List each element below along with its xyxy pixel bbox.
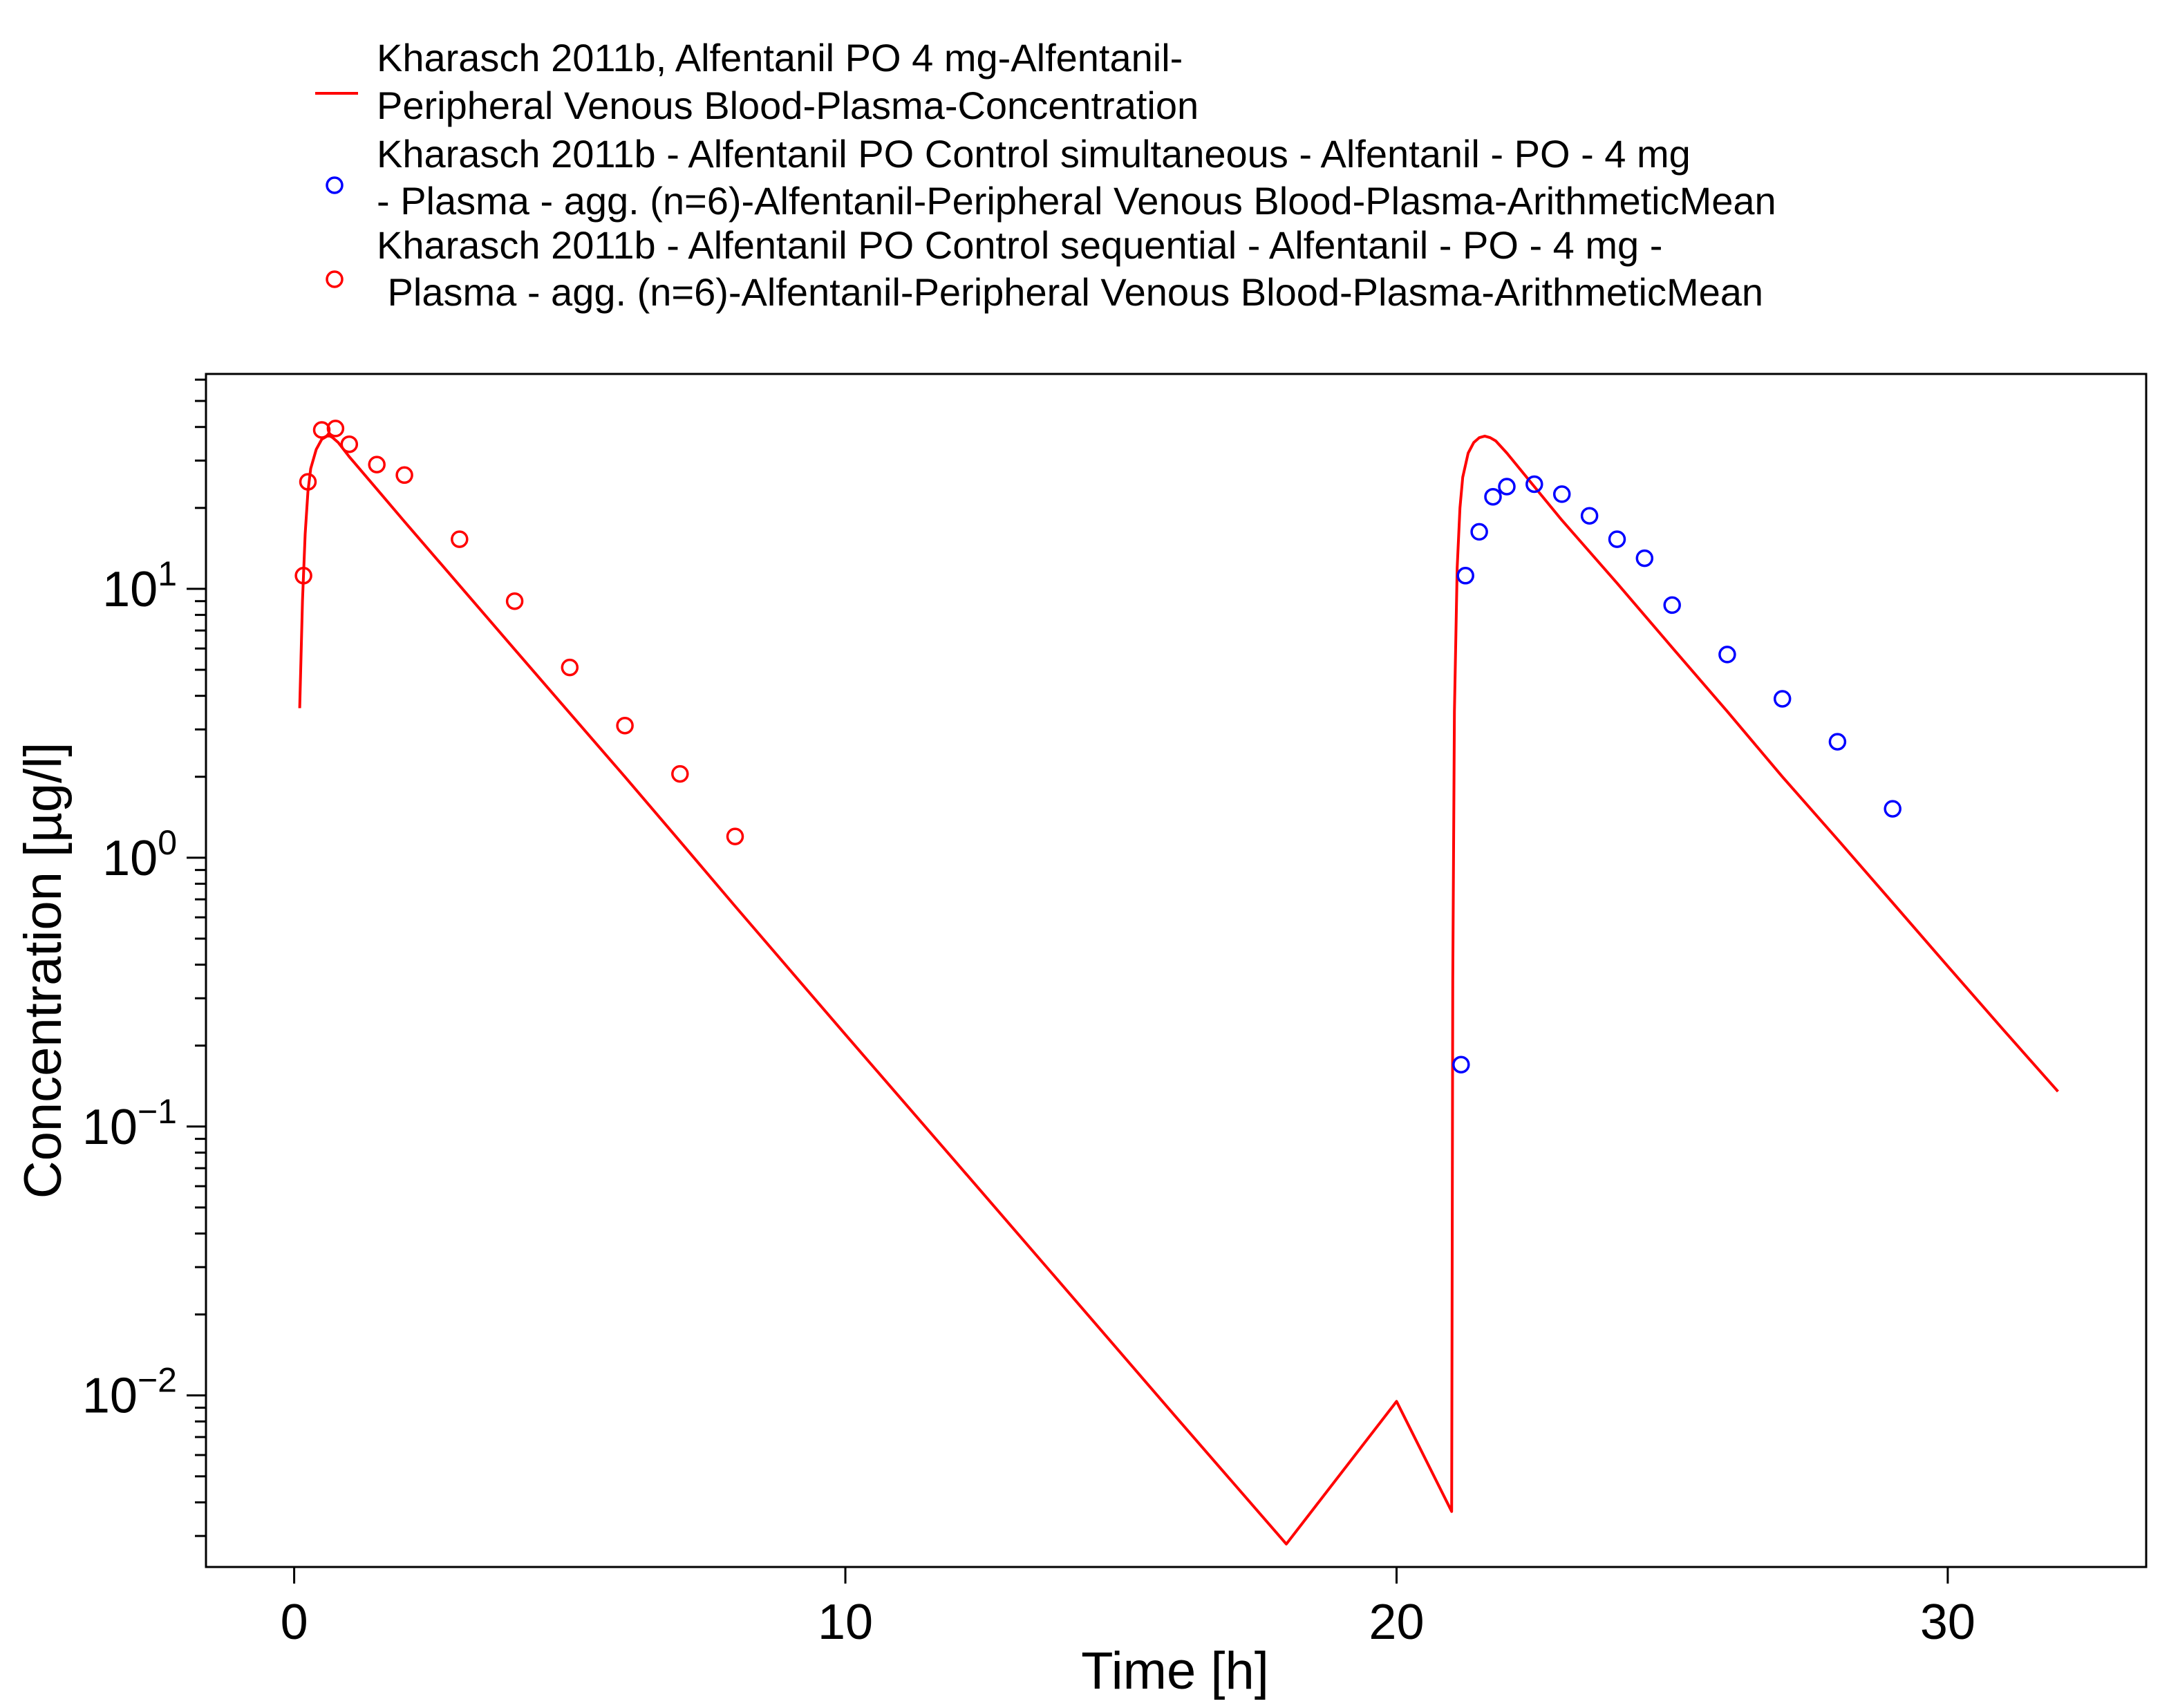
data-point-series-3 <box>505 592 524 610</box>
data-point-series-3 <box>299 473 317 491</box>
data-point-series-3 <box>368 456 386 473</box>
legend-label: Plasma - agg. (n=6)-Alfentanil-Periphera… <box>377 270 1763 314</box>
x-tick-label: 30 <box>1920 1595 1975 1650</box>
y-tick-label: 100 <box>102 823 177 886</box>
legend-label: Kharasch 2011b, Alfentanil PO 4 mg-Alfen… <box>377 36 1183 79</box>
data-point-series-3 <box>561 658 579 677</box>
legend-circle-marker <box>326 270 344 288</box>
legend: Kharasch 2011b, Alfentanil PO 4 mg-Alfen… <box>315 36 1776 314</box>
y-axis-title: Concentration [µg/l] <box>14 742 73 1199</box>
data-point-series-3 <box>395 466 413 485</box>
legend-label: Peripheral Venous Blood-Plasma-Concentra… <box>377 84 1199 127</box>
data-point-series-3 <box>326 420 345 438</box>
data-point-series-3 <box>616 716 634 735</box>
data-point-series-2 <box>1552 485 1571 503</box>
x-tick-label: 10 <box>818 1595 873 1650</box>
y-axis: 101 100 10−1 10−2 <box>82 378 206 1537</box>
data-point-series-2 <box>1773 690 1792 708</box>
data-point-series-2 <box>1828 733 1847 751</box>
plot-frame <box>205 373 2148 1568</box>
data-point-series-2 <box>1470 523 1488 541</box>
data-point-series-2 <box>1580 507 1599 525</box>
data-point-series-2 <box>1452 1055 1470 1073</box>
legend-label: - Plasma - agg. (n=6)-Alfentanil-Periphe… <box>377 179 1776 223</box>
data-point-series-3 <box>451 530 469 548</box>
x-tick-label: 0 <box>281 1595 308 1650</box>
data-point-series-2 <box>1635 549 1654 567</box>
series-line <box>298 434 2059 1546</box>
data-point-series-2 <box>1484 487 1502 506</box>
legend-label: Kharasch 2011b - Alfentanil PO Control s… <box>377 223 1662 267</box>
data-point-series-3 <box>671 764 689 783</box>
data-point-series-3 <box>312 421 331 439</box>
x-axis: 0 10 20 30 <box>281 1567 1975 1650</box>
y-tick-label: 10−1 <box>82 1092 177 1155</box>
data-point-series-2 <box>1498 478 1516 496</box>
legend-label: Kharasch 2011b - Alfentanil PO Control s… <box>377 132 1691 176</box>
data-point-series-2 <box>1718 646 1736 664</box>
data-point-series-2 <box>1884 800 1901 818</box>
data-point-series-3 <box>294 567 312 585</box>
data-point-series-2 <box>1525 475 1543 494</box>
data-point-series-2 <box>1608 530 1626 548</box>
data-point-series-2 <box>1663 596 1681 614</box>
x-axis-title: Time [h] <box>1081 1642 1269 1700</box>
data-point-series-3 <box>726 827 744 845</box>
data-point-series-3 <box>340 435 359 453</box>
legend-circle-marker <box>326 176 344 194</box>
data-point-series-2 <box>1456 567 1474 585</box>
x-tick-label: 20 <box>1369 1595 1424 1650</box>
y-tick-label: 10−2 <box>82 1361 177 1424</box>
y-tick-label: 101 <box>102 554 177 617</box>
plot-series <box>294 420 2059 1546</box>
